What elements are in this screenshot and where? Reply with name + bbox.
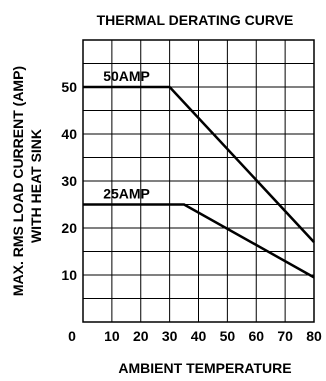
series-line-50amp bbox=[83, 85, 315, 243]
y-tick-label: 20 bbox=[61, 220, 77, 236]
plot-frame bbox=[82, 39, 315, 323]
x-tick-label: 0 bbox=[68, 328, 76, 344]
x-axis-label: AMBIENT TEMPERATURE bbox=[118, 360, 291, 376]
series-labels: 50AMP 25AMP bbox=[103, 68, 150, 202]
x-tick-label: 20 bbox=[133, 328, 149, 344]
x-tick-labels: 0 10 20 30 40 50 60 70 80 bbox=[68, 328, 322, 344]
series-label-50amp: 50AMP bbox=[103, 68, 150, 84]
y-tick-label: 30 bbox=[61, 173, 77, 189]
y-tick-label: 40 bbox=[61, 126, 77, 142]
y-tick-labels: 10 20 30 40 50 bbox=[61, 79, 77, 283]
grid bbox=[82, 39, 315, 323]
y-tick-label: 50 bbox=[61, 79, 77, 95]
x-tick-label: 40 bbox=[191, 328, 207, 344]
series-line-25amp bbox=[83, 203, 315, 279]
x-tick-label: 80 bbox=[306, 328, 322, 344]
y-axis-label-line2: WITH HEAT SINK bbox=[28, 129, 44, 243]
x-tick-label: 60 bbox=[248, 328, 264, 344]
x-tick-label: 70 bbox=[277, 328, 293, 344]
chart-title: THERMAL DERATING CURVE bbox=[97, 12, 294, 28]
x-tick-label: 50 bbox=[220, 328, 236, 344]
y-axis-label-line1: MAX. RMS LOAD CURRENT (AMP) bbox=[10, 66, 26, 296]
series-label-25amp: 25AMP bbox=[103, 186, 150, 202]
x-tick-label: 10 bbox=[104, 328, 120, 344]
series-lines bbox=[83, 85, 315, 279]
y-tick-label: 10 bbox=[61, 267, 77, 283]
x-tick-label: 30 bbox=[162, 328, 178, 344]
